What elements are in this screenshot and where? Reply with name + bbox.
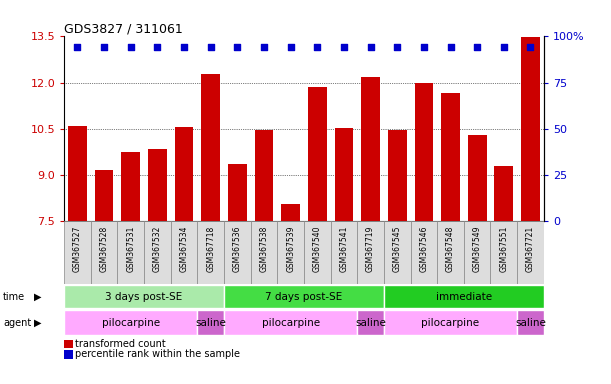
Point <box>126 44 136 50</box>
FancyBboxPatch shape <box>251 221 277 284</box>
Text: GSM367548: GSM367548 <box>446 226 455 272</box>
Text: transformed count: transformed count <box>75 339 166 349</box>
Bar <box>122 152 140 221</box>
FancyBboxPatch shape <box>197 221 224 284</box>
FancyBboxPatch shape <box>491 221 517 284</box>
Point <box>286 44 296 50</box>
Text: GSM367549: GSM367549 <box>473 226 481 272</box>
Bar <box>68 126 87 221</box>
Text: GSM367527: GSM367527 <box>73 226 82 272</box>
FancyBboxPatch shape <box>384 221 411 284</box>
Text: GSM367539: GSM367539 <box>286 226 295 272</box>
FancyBboxPatch shape <box>197 310 224 334</box>
Point <box>153 44 163 50</box>
Text: percentile rank within the sample: percentile rank within the sample <box>75 349 240 359</box>
Text: GSM367721: GSM367721 <box>526 226 535 272</box>
Bar <box>202 74 220 221</box>
Bar <box>441 93 460 221</box>
FancyBboxPatch shape <box>117 221 144 284</box>
FancyBboxPatch shape <box>384 310 517 334</box>
Text: GSM367540: GSM367540 <box>313 226 322 272</box>
Bar <box>175 127 194 221</box>
Text: 3 days post-SE: 3 days post-SE <box>106 291 183 302</box>
Bar <box>361 77 380 221</box>
Bar <box>95 170 114 221</box>
FancyBboxPatch shape <box>224 221 251 284</box>
Text: ▶: ▶ <box>34 318 41 328</box>
Point <box>445 44 455 50</box>
FancyBboxPatch shape <box>331 221 357 284</box>
Text: GSM367551: GSM367551 <box>499 226 508 272</box>
Bar <box>468 135 486 221</box>
FancyBboxPatch shape <box>384 285 544 308</box>
Bar <box>281 204 300 221</box>
Point <box>339 44 349 50</box>
Bar <box>308 87 327 221</box>
FancyBboxPatch shape <box>64 221 91 284</box>
Text: 7 days post-SE: 7 days post-SE <box>265 291 343 302</box>
FancyBboxPatch shape <box>170 221 197 284</box>
FancyBboxPatch shape <box>64 310 197 334</box>
Text: agent: agent <box>3 318 31 328</box>
Bar <box>521 37 540 221</box>
Text: saline: saline <box>196 318 226 328</box>
Bar <box>494 166 513 221</box>
Bar <box>388 129 406 221</box>
Text: GSM367546: GSM367546 <box>419 226 428 272</box>
Point <box>232 44 242 50</box>
Point <box>259 44 269 50</box>
Text: GSM367532: GSM367532 <box>153 226 162 272</box>
FancyBboxPatch shape <box>357 310 384 334</box>
Point <box>419 44 429 50</box>
FancyBboxPatch shape <box>304 221 331 284</box>
FancyBboxPatch shape <box>464 221 491 284</box>
Text: GSM367531: GSM367531 <box>126 226 135 272</box>
Text: pilocarpine: pilocarpine <box>262 318 320 328</box>
Point <box>179 44 189 50</box>
FancyBboxPatch shape <box>277 221 304 284</box>
Point <box>525 44 535 50</box>
Bar <box>255 130 273 221</box>
Point <box>499 44 509 50</box>
Point <box>392 44 402 50</box>
FancyBboxPatch shape <box>64 285 224 308</box>
Point <box>366 44 376 50</box>
Point <box>472 44 482 50</box>
Text: GSM367718: GSM367718 <box>206 226 215 272</box>
FancyBboxPatch shape <box>517 221 544 284</box>
Text: GSM367541: GSM367541 <box>340 226 348 272</box>
FancyBboxPatch shape <box>411 221 437 284</box>
Bar <box>228 164 247 221</box>
FancyBboxPatch shape <box>144 221 170 284</box>
FancyBboxPatch shape <box>224 310 357 334</box>
Text: time: time <box>3 291 25 302</box>
Text: saline: saline <box>515 318 546 328</box>
FancyBboxPatch shape <box>91 221 117 284</box>
Text: pilocarpine: pilocarpine <box>101 318 160 328</box>
Point <box>312 44 322 50</box>
Point <box>73 44 82 50</box>
Text: GSM367719: GSM367719 <box>366 226 375 272</box>
Bar <box>414 83 433 221</box>
Text: GSM367528: GSM367528 <box>100 226 109 272</box>
FancyBboxPatch shape <box>224 285 384 308</box>
Point <box>206 44 216 50</box>
Text: ▶: ▶ <box>34 291 41 302</box>
FancyBboxPatch shape <box>357 221 384 284</box>
Text: GSM367545: GSM367545 <box>393 226 402 272</box>
Text: GSM367538: GSM367538 <box>260 226 268 272</box>
Bar <box>335 128 353 221</box>
Text: GSM367534: GSM367534 <box>180 226 189 272</box>
Point <box>99 44 109 50</box>
FancyBboxPatch shape <box>517 310 544 334</box>
Text: GDS3827 / 311061: GDS3827 / 311061 <box>64 22 183 35</box>
Text: saline: saline <box>355 318 386 328</box>
Bar <box>148 149 167 221</box>
FancyBboxPatch shape <box>437 221 464 284</box>
Text: immediate: immediate <box>436 291 492 302</box>
Text: GSM367536: GSM367536 <box>233 226 242 272</box>
Text: pilocarpine: pilocarpine <box>422 318 480 328</box>
